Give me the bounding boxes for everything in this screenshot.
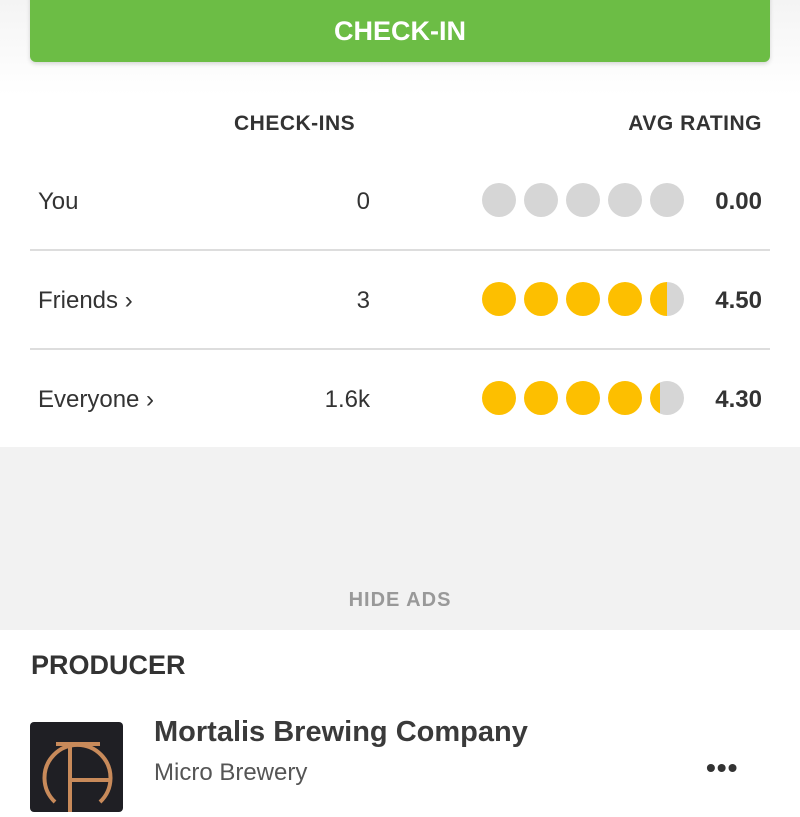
producer-section-title: PRODUCER (31, 650, 186, 680)
more-options-icon[interactable]: ••• (706, 752, 739, 783)
bottle-cap-icon (524, 183, 558, 217)
bottle-cap-icon (482, 183, 516, 217)
bottle-cap-icon (524, 282, 558, 316)
brewery-name[interactable]: Mortalis Brewing Company (154, 716, 528, 748)
bottle-cap-icon (566, 183, 600, 217)
bottle-cap-icon (608, 381, 642, 415)
bottle-cap-icon (608, 183, 642, 217)
rating-value: 0.00 (715, 188, 762, 215)
row-label: Friends › (38, 287, 133, 314)
bottle-cap-icon (566, 282, 600, 316)
rating-caps (482, 381, 684, 415)
bottle-cap-icon (650, 183, 684, 217)
row-label: You (38, 188, 79, 215)
bottle-cap-icon (482, 381, 516, 415)
checkin-count: 1.6k (324, 386, 370, 413)
rating-row: You 0 0.00 (30, 152, 770, 251)
bottle-cap-icon (608, 282, 642, 316)
rating-value: 4.50 (715, 287, 762, 314)
rating-row[interactable]: Everyone › 1.6k 4.30 (30, 350, 770, 449)
rating-row[interactable]: Friends › 3 4.50 (30, 251, 770, 350)
check-in-button[interactable]: CHECK-IN (30, 0, 770, 62)
bottle-cap-icon (482, 282, 516, 316)
checkins-header: CHECK-INS (234, 112, 356, 135)
rating-caps (482, 282, 684, 316)
brewery-type: Micro Brewery (154, 759, 308, 786)
row-label: Everyone › (38, 386, 155, 413)
bottle-cap-icon (524, 381, 558, 415)
bottle-cap-icon (650, 282, 684, 316)
checkin-count: 0 (356, 188, 370, 215)
ad-area (0, 447, 800, 630)
avg-rating-header: AVG RATING (628, 112, 762, 135)
checkin-count: 3 (356, 287, 370, 314)
rating-caps (482, 183, 684, 217)
rating-value: 4.30 (715, 386, 762, 413)
brewery-logo[interactable] (30, 722, 123, 812)
bottle-cap-icon (650, 381, 684, 415)
hide-ads-button[interactable]: HIDE ADS (348, 589, 452, 611)
bottle-cap-icon (566, 381, 600, 415)
